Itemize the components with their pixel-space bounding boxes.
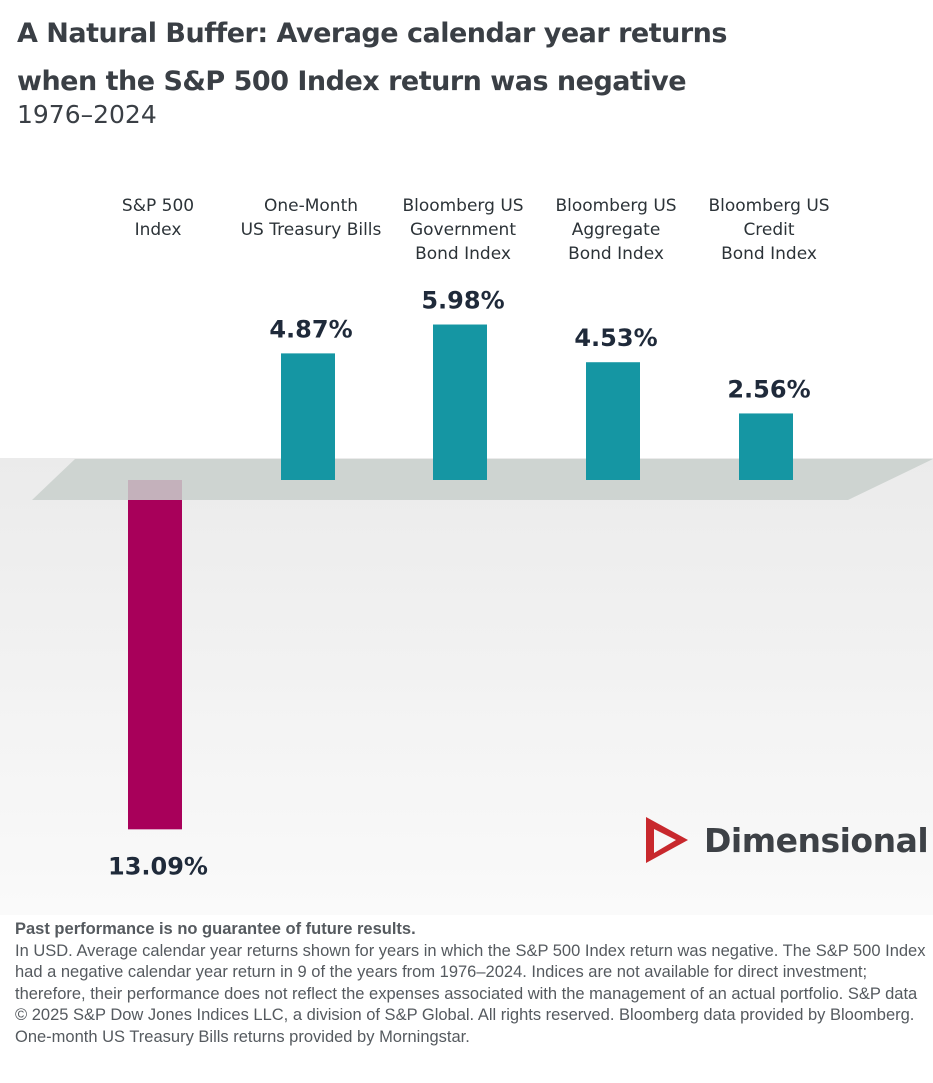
value-label-gov-bond: 5.98% (421, 287, 504, 315)
chart-title-line-1: A Natural Buffer: Average calendar year … (17, 18, 727, 49)
dimensional-logo: Dimensional (642, 815, 929, 865)
category-label-gov-bond: Government (410, 220, 516, 240)
category-label-agg-bond: Bloomberg US (555, 196, 676, 216)
bar-agg-bond (586, 362, 640, 480)
category-label-sp500: S&P 500 (122, 196, 194, 216)
category-label-gov-bond: Bloomberg US (402, 196, 523, 216)
category-label-tbills: US Treasury Bills (241, 220, 382, 240)
bar-gov-bond (433, 324, 487, 480)
category-label-tbills: One-Month (264, 196, 358, 216)
value-label-tbills: 4.87% (269, 315, 352, 343)
bars-above-plane (281, 324, 793, 480)
category-label-gov-bond: Bond Index (415, 244, 511, 264)
category-label-agg-bond: Aggregate (572, 220, 661, 240)
logo-text: Dimensional (704, 820, 929, 860)
value-label-agg-bond: 4.53% (574, 324, 657, 352)
dimensional-logo-icon (646, 817, 688, 863)
category-label-sp500: Index (135, 220, 182, 240)
footnote-body: In USD. Average calendar year returns sh… (15, 941, 926, 1046)
value-label-credit-bond: 2.56% (727, 375, 810, 403)
bar-tbills (281, 353, 335, 480)
value-label-sp500: 13.09% (108, 852, 208, 880)
chart-title-line-2: when the S&P 500 Index return was negati… (17, 66, 687, 97)
category-label-credit-bond: Credit (743, 220, 794, 240)
footnote-heading: Past performance is no guarantee of futu… (15, 920, 416, 938)
bar-chart: 13.09% S&P 500 Index 4.87% One-Month US Treas… (0, 196, 933, 915)
footnote: Past performance is no guarantee of futu… (15, 919, 930, 1048)
chart-title: A Natural Buffer: Average calendar year … (17, 10, 917, 106)
category-label-agg-bond: Bond Index (568, 244, 664, 264)
chart-subtitle: 1976–2024 (17, 100, 157, 129)
bar-credit-bond (739, 413, 793, 480)
category-label-credit-bond: Bond Index (721, 244, 817, 264)
bar-sp500 (128, 480, 182, 830)
category-label-credit-bond: Bloomberg US (708, 196, 829, 216)
chart-labels: 13.09% S&P 500 Index 4.87% One-Month US Treas… (108, 196, 830, 880)
bars-below-plane (128, 480, 182, 830)
